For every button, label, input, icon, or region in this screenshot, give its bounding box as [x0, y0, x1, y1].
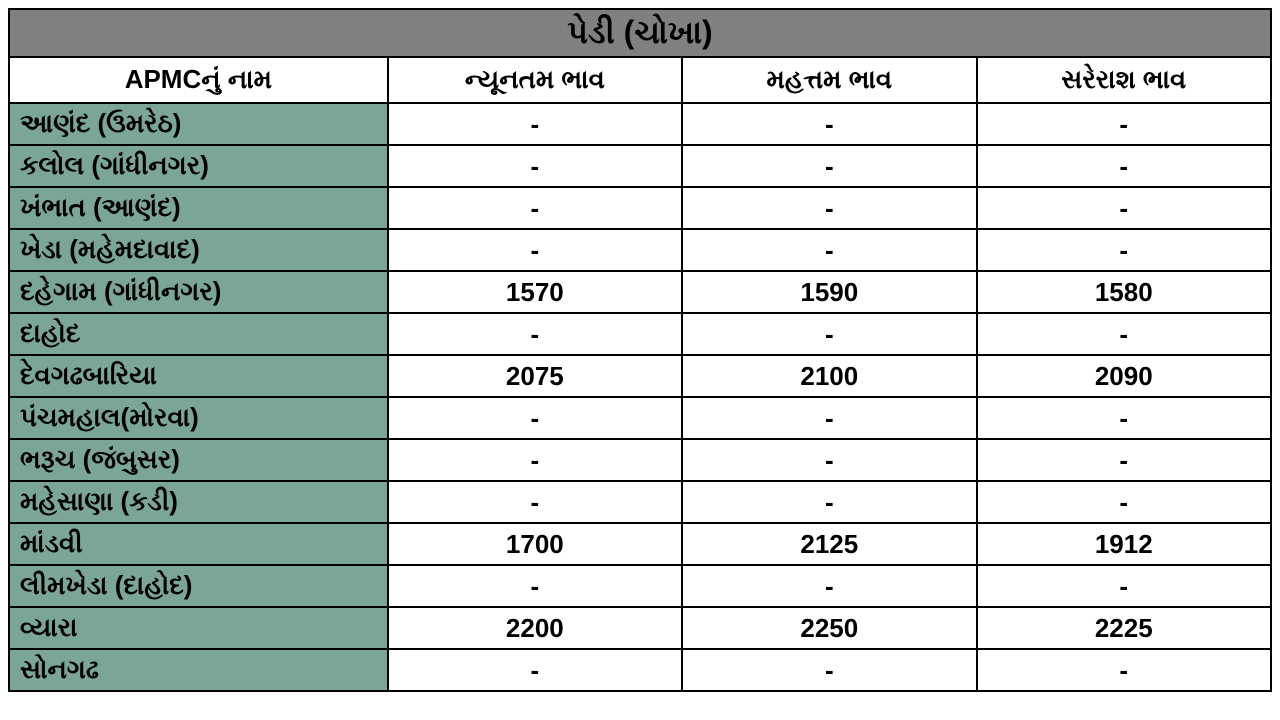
max-price-cell: -	[682, 481, 976, 523]
min-price-cell: -	[388, 439, 682, 481]
table-row: પંચમહાલ(મોરવા)---	[9, 397, 1271, 439]
min-price-cell: 1700	[388, 523, 682, 565]
max-price-cell: -	[682, 565, 976, 607]
apmc-name-cell: ખંભાત (આણંદ)	[9, 187, 388, 229]
table-title: પેડી (ચોખા)	[9, 9, 1271, 57]
max-price-cell: 1590	[682, 271, 976, 313]
apmc-name-cell: સોનગઢ	[9, 649, 388, 691]
avg-price-cell: 2225	[977, 607, 1271, 649]
avg-price-cell: -	[977, 481, 1271, 523]
table-row: દેવગઢબારિયા207521002090	[9, 355, 1271, 397]
min-price-cell: -	[388, 187, 682, 229]
min-price-cell: -	[388, 229, 682, 271]
min-price-cell: 1570	[388, 271, 682, 313]
apmc-name-cell: મહેસાણા (કડી)	[9, 481, 388, 523]
avg-price-cell: -	[977, 565, 1271, 607]
table-header-row: APMCનું નામ ન્યૂનતમ ભાવ મહત્તમ ભાવ સરેરા…	[9, 57, 1271, 103]
table-row: ખંભાત (આણંદ)---	[9, 187, 1271, 229]
min-price-cell: -	[388, 481, 682, 523]
min-price-cell: -	[388, 649, 682, 691]
apmc-name-cell: ખેડા (મહેમદાવાદ)	[9, 229, 388, 271]
header-min-price: ન્યૂનતમ ભાવ	[388, 57, 682, 103]
max-price-cell: -	[682, 397, 976, 439]
apmc-name-cell: માંડવી	[9, 523, 388, 565]
apmc-name-cell: દાહોદ	[9, 313, 388, 355]
min-price-cell: -	[388, 145, 682, 187]
max-price-cell: -	[682, 439, 976, 481]
apmc-name-cell: કલોલ (ગાંધીનગર)	[9, 145, 388, 187]
table-row: વ્યારા220022502225	[9, 607, 1271, 649]
avg-price-cell: -	[977, 397, 1271, 439]
table-row: સોનગઢ---	[9, 649, 1271, 691]
table-row: મહેસાણા (કડી)---	[9, 481, 1271, 523]
avg-price-cell: -	[977, 649, 1271, 691]
avg-price-cell: 2090	[977, 355, 1271, 397]
avg-price-cell: -	[977, 313, 1271, 355]
max-price-cell: -	[682, 145, 976, 187]
min-price-cell: -	[388, 565, 682, 607]
max-price-cell: 2250	[682, 607, 976, 649]
table-row: આણંદ (ઉમરેઠ)---	[9, 103, 1271, 145]
max-price-cell: -	[682, 103, 976, 145]
header-apmc-name: APMCનું નામ	[9, 57, 388, 103]
apmc-name-cell: વ્યારા	[9, 607, 388, 649]
apmc-name-cell: દેવગઢબારિયા	[9, 355, 388, 397]
table-title-row: પેડી (ચોખા)	[9, 9, 1271, 57]
table-row: ખેડા (મહેમદાવાદ)---	[9, 229, 1271, 271]
avg-price-cell: 1912	[977, 523, 1271, 565]
min-price-cell: -	[388, 103, 682, 145]
apmc-name-cell: લીમખેડા (દાહોદ)	[9, 565, 388, 607]
apmc-name-cell: ભરૂચ (જંબુસર)	[9, 439, 388, 481]
table-row: માંડવી170021251912	[9, 523, 1271, 565]
apmc-name-cell: પંચમહાલ(મોરવા)	[9, 397, 388, 439]
max-price-cell: 2100	[682, 355, 976, 397]
avg-price-cell: 1580	[977, 271, 1271, 313]
apmc-price-table: પેડી (ચોખા) APMCનું નામ ન્યૂનતમ ભાવ મહત્…	[8, 8, 1272, 692]
avg-price-cell: -	[977, 187, 1271, 229]
min-price-cell: -	[388, 397, 682, 439]
avg-price-cell: -	[977, 103, 1271, 145]
avg-price-cell: -	[977, 439, 1271, 481]
min-price-cell: 2200	[388, 607, 682, 649]
min-price-cell: -	[388, 313, 682, 355]
table-row: ભરૂચ (જંબુસર)---	[9, 439, 1271, 481]
min-price-cell: 2075	[388, 355, 682, 397]
max-price-cell: 2125	[682, 523, 976, 565]
max-price-cell: -	[682, 187, 976, 229]
table-row: દાહોદ---	[9, 313, 1271, 355]
apmc-name-cell: આણંદ (ઉમરેઠ)	[9, 103, 388, 145]
header-max-price: મહત્તમ ભાવ	[682, 57, 976, 103]
table-row: લીમખેડા (દાહોદ)---	[9, 565, 1271, 607]
table-row: દહેગામ (ગાંધીનગર)157015901580	[9, 271, 1271, 313]
header-avg-price: સરેરાશ ભાવ	[977, 57, 1271, 103]
avg-price-cell: -	[977, 229, 1271, 271]
max-price-cell: -	[682, 313, 976, 355]
max-price-cell: -	[682, 229, 976, 271]
avg-price-cell: -	[977, 145, 1271, 187]
table-row: કલોલ (ગાંધીનગર)---	[9, 145, 1271, 187]
apmc-name-cell: દહેગામ (ગાંધીનગર)	[9, 271, 388, 313]
max-price-cell: -	[682, 649, 976, 691]
